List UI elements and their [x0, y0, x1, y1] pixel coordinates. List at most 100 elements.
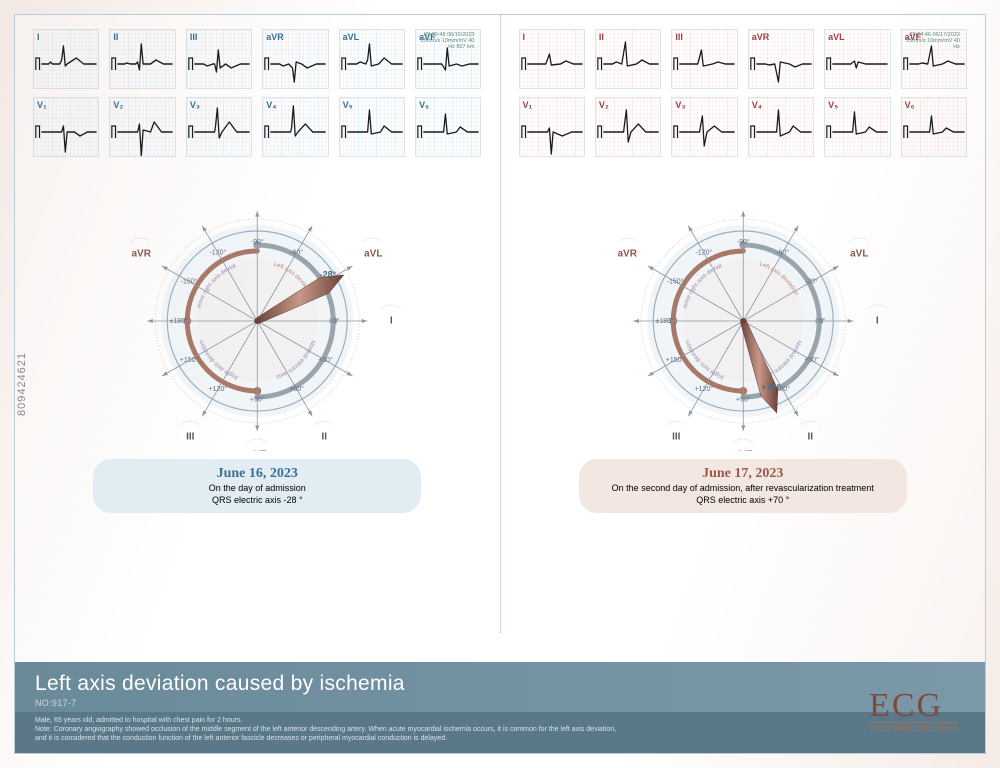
svg-text:-60°: -60° — [290, 249, 303, 257]
ecg-cell-III: III — [671, 29, 737, 89]
ecg-cell-aVF: aVF09:30:48 06/16/2023 25mm/s 10mm/mV 40… — [415, 29, 481, 89]
ecg-meta: 09:30:48 06/16/2023 25mm/s 10mm/mV 40 Hz… — [416, 32, 474, 50]
lead-label: V₂ — [599, 100, 609, 110]
caption1-right: On the second day of admission, after re… — [593, 483, 893, 495]
svg-text:II: II — [321, 432, 327, 443]
panel-left: IIIIIIaVRaVLaVF09:30:48 06/16/2023 25mm/… — [15, 15, 501, 633]
svg-text:-90°: -90° — [251, 238, 264, 246]
ecg-grid-left: IIIIIIaVRaVLaVF09:30:48 06/16/2023 25mm/… — [33, 29, 482, 157]
ecg-cell-aVL: aVL — [339, 29, 405, 89]
svg-text:+90°: +90° — [250, 396, 265, 404]
svg-text:±180°: ±180° — [655, 317, 674, 325]
datebox-left: June 16, 2023 On the day of admission QR… — [93, 459, 421, 513]
ecg-cell-V₃: V₃ — [186, 97, 252, 157]
svg-text:aVR: aVR — [617, 249, 637, 260]
lead-label: III — [190, 32, 198, 42]
lead-label: I — [37, 32, 40, 42]
lead-label: V₄ — [752, 100, 762, 110]
svg-text:II: II — [807, 432, 813, 443]
watermark: 809424621 — [16, 352, 28, 416]
svg-text:I: I — [875, 316, 878, 327]
lead-label: II — [599, 32, 604, 42]
lead-label: V₄ — [266, 100, 276, 110]
svg-text:aVF: aVF — [248, 450, 266, 451]
main-frame: IIIIIIaVRaVLaVF09:30:48 06/16/2023 25mm/… — [14, 14, 986, 754]
ecg-cell-aVL: aVL — [824, 29, 890, 89]
note-header: Male, 65 years old, admitted to hospital… — [35, 716, 965, 725]
svg-text:III: III — [672, 432, 681, 443]
svg-text:+120°: +120° — [694, 385, 713, 393]
page-title: Left axis deviation caused by ischemia — [35, 672, 405, 695]
date-left: June 16, 2023 — [107, 465, 407, 483]
lead-label: V₁ — [37, 100, 47, 110]
panel-right: IIIIIIaVRaVLaVF09:24:46 06/17/2023 25mm/… — [501, 15, 986, 633]
logo: ECG Visual electrocardiogram — [869, 691, 957, 733]
lead-label: aVL — [828, 32, 845, 42]
hexaxial-right: -150°-120°-90°-60°-30°0°+30°+60°+90°+120… — [519, 181, 968, 451]
svg-text:aVR: aVR — [131, 249, 151, 260]
ecg-cell-V₆: V₆ — [901, 97, 967, 157]
logo-sub: Visual electrocardiogram — [869, 722, 957, 733]
ecg-cell-aVR: aVR — [262, 29, 328, 89]
svg-text:+70°: +70° — [761, 382, 780, 392]
svg-text:+90°: +90° — [735, 396, 750, 404]
ecg-cell-V₁: V₁ — [519, 97, 585, 157]
ecg-cell-aVR: aVR — [748, 29, 814, 89]
svg-text:-30°: -30° — [804, 277, 817, 285]
caption2-right: QRS electric axis +70 ° — [593, 495, 893, 507]
lead-label: aVL — [343, 32, 360, 42]
svg-text:aVL: aVL — [364, 249, 382, 260]
svg-text:-90°: -90° — [736, 238, 749, 246]
svg-text:+150°: +150° — [665, 356, 684, 364]
lead-label: aVR — [266, 32, 284, 42]
lead-label: V₁ — [523, 100, 533, 110]
ecg-cell-I: I — [519, 29, 585, 89]
ecg-cell-V₆: V₆ — [415, 97, 481, 157]
title-bar: Left axis deviation caused by ischemia N… — [15, 662, 985, 712]
datebox-right: June 17, 2023 On the second day of admis… — [579, 459, 907, 513]
lead-label: aVR — [752, 32, 770, 42]
svg-text:-28°: -28° — [320, 269, 337, 279]
svg-text:III: III — [186, 432, 195, 443]
svg-text:0°: 0° — [818, 317, 825, 325]
ecg-cell-V₅: V₅ — [339, 97, 405, 157]
svg-text:-150°: -150° — [666, 277, 683, 285]
svg-text:+120°: +120° — [209, 385, 228, 393]
lead-label: V₂ — [113, 100, 123, 110]
svg-text:-60°: -60° — [776, 249, 789, 257]
ecg-cell-V₁: V₁ — [33, 97, 99, 157]
ecg-cell-V₄: V₄ — [748, 97, 814, 157]
lead-label: V₆ — [419, 100, 429, 110]
svg-text:-120°: -120° — [209, 249, 226, 257]
case-no: NO:917-7 — [35, 698, 965, 708]
lead-label: V₆ — [905, 100, 915, 110]
svg-text:aVL: aVL — [850, 249, 868, 260]
ecg-cell-V₃: V₃ — [671, 97, 737, 157]
logo-main: ECG — [869, 691, 957, 722]
svg-text:0°: 0° — [333, 317, 340, 325]
lead-label: V₅ — [828, 100, 838, 110]
svg-text:±180°: ±180° — [169, 317, 188, 325]
svg-text:+60°: +60° — [289, 385, 304, 393]
ecg-cell-V₅: V₅ — [824, 97, 890, 157]
ecg-cell-V₂: V₂ — [109, 97, 175, 157]
lead-label: V₃ — [190, 100, 200, 110]
footer: Left axis deviation caused by ischemia N… — [15, 662, 985, 753]
lead-label: II — [113, 32, 118, 42]
lead-label: V₃ — [675, 100, 685, 110]
svg-text:+30°: +30° — [318, 356, 333, 364]
svg-text:-150°: -150° — [181, 277, 198, 285]
ecg-grid-right: IIIIIIaVRaVLaVF09:24:46 06/17/2023 25mm/… — [519, 29, 968, 157]
ecg-cell-II: II — [109, 29, 175, 89]
svg-text:-120°: -120° — [695, 249, 712, 257]
svg-text:+150°: +150° — [180, 356, 199, 364]
ecg-cell-aVF: aVF09:24:46 06/17/2023 25mm/s 10mm/mV 40… — [901, 29, 967, 89]
note-body: Note: Coronary angiography showed occlus… — [35, 725, 965, 743]
ecg-cell-V₄: V₄ — [262, 97, 328, 157]
date-right: June 17, 2023 — [593, 465, 893, 483]
svg-text:I: I — [390, 316, 393, 327]
svg-text:aVF: aVF — [734, 450, 752, 451]
ecg-cell-I: I — [33, 29, 99, 89]
ecg-cell-III: III — [186, 29, 252, 89]
lead-label: I — [523, 32, 526, 42]
